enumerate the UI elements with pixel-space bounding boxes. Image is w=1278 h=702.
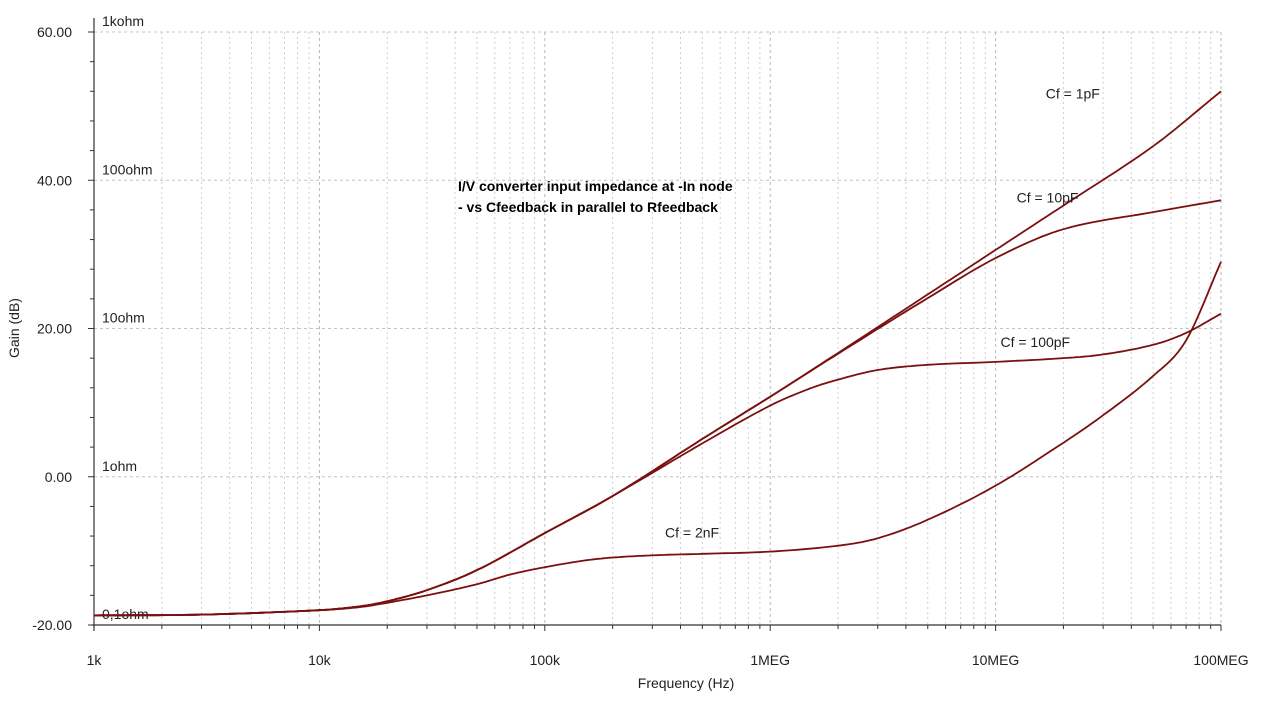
x-tick-label: 1MEG [750,652,790,668]
series-label: Cf = 2nF [665,525,719,541]
impedance-label: 0,1ohm [102,606,149,622]
y-tick-label: 20.00 [37,321,72,337]
x-tick-label: 1k [87,652,103,668]
x-tick-label: 100k [530,652,561,668]
tick-labels: -20.00 0.00 20.00 40.00 60.00 1k 10k 100k 1MEG 10… [32,13,1248,668]
series-label: Cf = 10pF [1017,189,1079,205]
series-label: Cf = 1pF [1046,86,1100,102]
series-line [93,90,1222,617]
y-tick-label: 0.00 [45,469,72,485]
y-tick-label: 60.00 [37,24,72,40]
x-tick-label: 10MEG [972,652,1019,668]
impedance-label: 1ohm [102,458,137,474]
x-axis-title: Frequency (Hz) [638,675,734,691]
axes [88,18,1222,631]
y-tick-label: -20.00 [32,617,72,633]
annotation-line-1: I/V converter input impedance at -In nod… [458,178,733,194]
y-axis-title: Gain (dB) [6,298,22,358]
impedance-label: 100ohm [102,161,153,177]
series-line [93,261,1222,617]
impedance-label: 1kohm [102,13,144,29]
series-line [93,312,1222,617]
annotation-line-2: - vs Cfeedback in parallel to Rfeedback [458,199,718,215]
x-tick-label: 100MEG [1193,652,1248,668]
series-labels: Cf = 1pF Cf = 10pF Cf = 100pF Cf = 2nF [665,86,1100,541]
impedance-label: 10ohm [102,310,145,326]
series-line [93,199,1222,617]
series-label: Cf = 100pF [1000,334,1070,350]
y-tick-label: 40.00 [37,172,72,188]
series-lines [93,90,1222,617]
grid [94,31,1222,625]
x-tick-label: 10k [308,652,332,668]
